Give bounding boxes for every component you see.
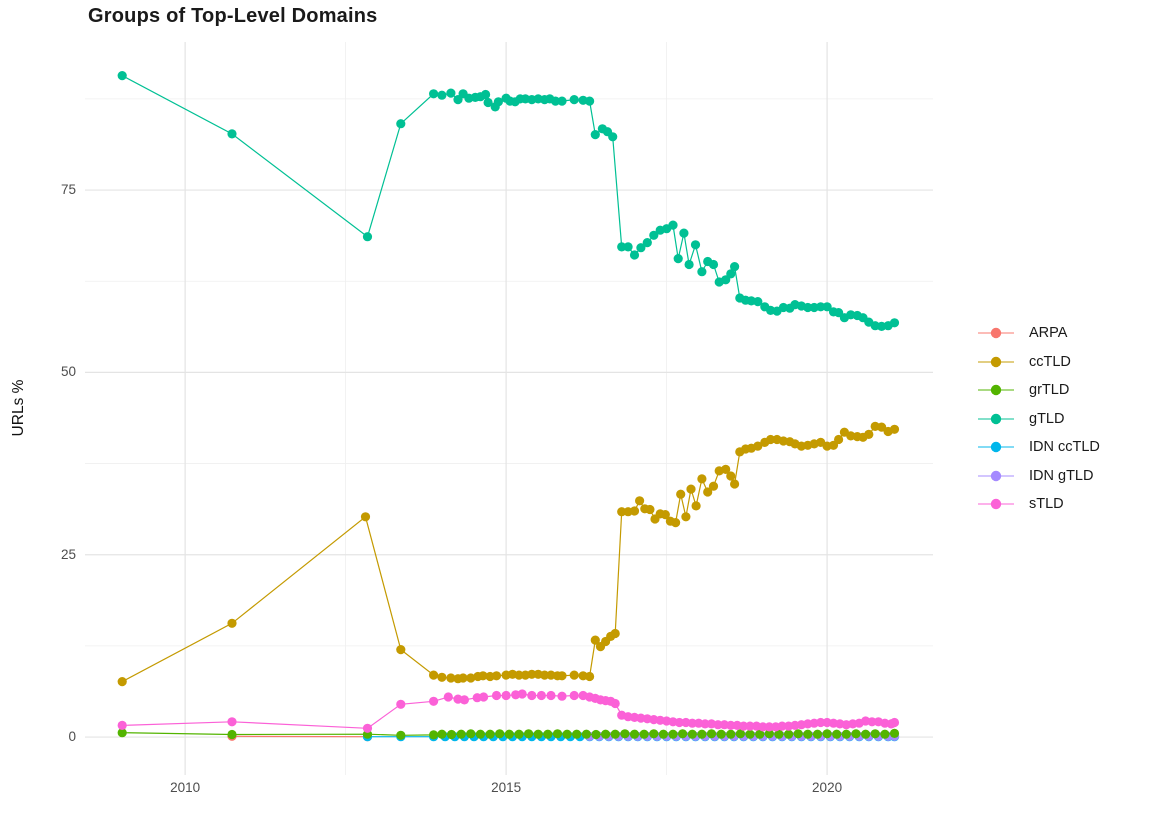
legend-item-gtld: gTLD xyxy=(976,409,1100,429)
x-tick-label: 2020 xyxy=(812,780,843,795)
legend-key-line-dot-icon xyxy=(978,384,1014,396)
legend-item-cctld: ccTLD xyxy=(976,352,1100,372)
y-tick-label: 50 xyxy=(60,364,76,380)
legend-item-stld: sTLD xyxy=(976,494,1100,514)
legend-key-line-dot-icon xyxy=(978,356,1014,367)
legend-key-line-dot-icon xyxy=(978,498,1014,510)
legend-label: ARPA xyxy=(1029,325,1068,341)
legend-item-idn-cctld: IDN ccTLD xyxy=(976,437,1100,457)
legend-key-line-dot-icon xyxy=(978,327,1014,339)
x-tick-label: 2010 xyxy=(170,780,201,795)
legend-key-line-dot-icon xyxy=(978,413,1014,424)
legend-label: gTLD xyxy=(1029,410,1065,427)
legend-label: ccTLD xyxy=(1029,353,1071,370)
chart-title: Groups of Top-Level Domains xyxy=(88,5,378,27)
legend-key-line-dot-icon xyxy=(978,470,1014,481)
y-tick-label: 75 xyxy=(60,182,76,198)
y-tick-label: 0 xyxy=(68,729,76,745)
y-axis-title: URLs % xyxy=(10,379,27,437)
legend-item-grtld: grTLD xyxy=(976,380,1100,400)
legend-label: sTLD xyxy=(1029,496,1064,512)
x-tick-label: 2015 xyxy=(491,780,522,795)
legend-label: IDN gTLD xyxy=(1029,467,1094,484)
legend-item-idn-gtld: IDN gTLD xyxy=(976,466,1100,486)
legend-key-line-dot-icon xyxy=(978,441,1014,453)
legend-label: grTLD xyxy=(1029,382,1070,398)
legend-item-arpa: ARPA xyxy=(976,323,1100,343)
legend: ARPA ccTLD grTLD gTLD IDN ccTLD IDN gTLD… xyxy=(976,323,1100,514)
y-tick-label: 25 xyxy=(60,546,76,562)
legend-label: IDN ccTLD xyxy=(1029,439,1100,455)
